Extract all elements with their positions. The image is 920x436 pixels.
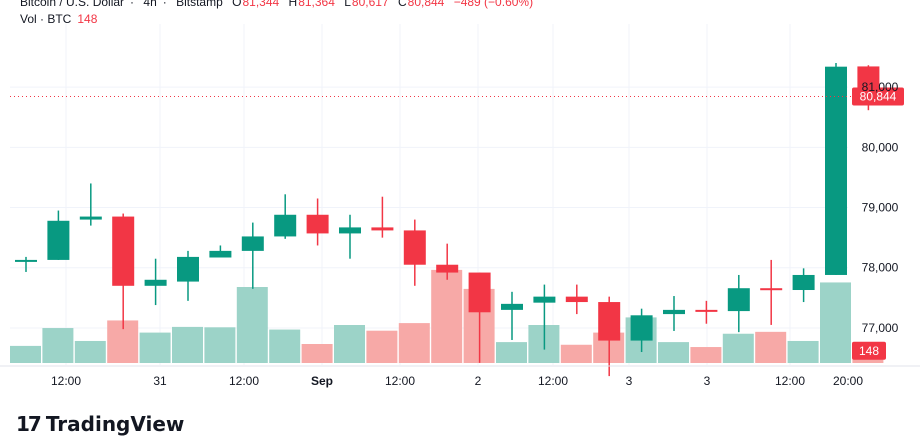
last-price-badge-bg: [852, 87, 904, 106]
candle-body: [209, 250, 232, 258]
y-tick-label: 81,000: [862, 80, 899, 94]
candle-body: [533, 296, 556, 303]
candle-body: [501, 303, 523, 310]
volume-bar: [690, 347, 722, 363]
close-key: C: [397, 0, 407, 9]
candle-body: [47, 220, 70, 260]
candle-body: [177, 256, 199, 282]
x-tick-label: 31: [153, 374, 167, 388]
volume-label: Vol · BTC: [20, 12, 72, 26]
x-tick-label: 12:00: [385, 374, 415, 388]
candle-body: [403, 230, 426, 265]
open-key: O: [232, 0, 242, 9]
x-tick-label: 2: [475, 374, 482, 388]
close-value: 80,844: [407, 0, 445, 9]
candle-body: [241, 236, 264, 251]
last-volume-badge-bg: [852, 341, 886, 360]
symbol-header: Bitcoin / U.S. Dollar · 4h · Bitstamp O81,…: [20, 0, 539, 10]
candle-body: [274, 214, 297, 237]
volume-bar: [204, 327, 236, 363]
tradingview-logo-text: TradingView: [45, 412, 185, 436]
x-tick-label: 12:00: [538, 374, 568, 388]
tradingview-logo-icon: 17: [16, 412, 42, 436]
x-tick-label: 12:00: [775, 374, 805, 388]
y-tick-label: 77,000: [862, 321, 899, 335]
volume-bar: [334, 325, 365, 363]
last-volume-badge: 148: [852, 341, 886, 360]
low-key: L: [344, 0, 351, 9]
volume-bar: [10, 345, 41, 363]
candle-body: [760, 288, 783, 291]
volume-bar: [269, 329, 301, 363]
x-tick-label: 12:00: [229, 374, 259, 388]
candle-body: [79, 216, 102, 220]
volume-bar: [42, 328, 74, 363]
high-value: 81,364: [298, 0, 335, 9]
candle-body: [339, 227, 361, 234]
high-key: H: [288, 0, 298, 9]
candle-body: [468, 272, 491, 313]
volume-bar: [301, 344, 333, 363]
volume-legend: Vol · BTC 148: [20, 11, 97, 27]
volume-bar: [74, 340, 106, 363]
volume-bar: [755, 331, 787, 363]
candle-body: [695, 309, 718, 312]
open-value: 81,344: [242, 0, 280, 9]
candle-body: [630, 315, 653, 341]
candle-body: [565, 296, 588, 303]
volume-bar: [139, 332, 171, 363]
volume-bar: [722, 333, 754, 363]
price-chart[interactable]: 80,844 148 77,000 78,000 79,000 80,000 81,000…: [0, 0, 920, 425]
tradingview-logo: 17 TradingView: [16, 412, 184, 436]
y-tick-label: 80,000: [862, 140, 899, 154]
candle-body: [727, 288, 750, 312]
x-tick-label: 20:00: [833, 374, 863, 388]
low-value: 80,617: [351, 0, 389, 9]
y-tick-label: 79,000: [862, 201, 899, 215]
volume-bar: [366, 330, 398, 363]
last-volume-label: 148: [859, 344, 879, 358]
volume-bar: [658, 342, 689, 363]
exchange-label: Bitstamp: [176, 0, 223, 9]
volume-bar: [787, 340, 819, 363]
candle-body: [792, 274, 815, 291]
candle-body: [663, 309, 685, 315]
volume-bar: [398, 323, 430, 363]
x-tick-label: 12:00: [51, 374, 81, 388]
symbol-name[interactable]: Bitcoin / U.S. Dollar: [20, 0, 125, 9]
volume-bar: [560, 344, 592, 363]
volume-bar: [820, 282, 851, 363]
candle-body: [144, 279, 167, 286]
interval-label[interactable]: 4h: [143, 0, 157, 9]
candle-body: [598, 302, 621, 341]
volume-bar: [236, 287, 268, 363]
volume-bar: [496, 342, 527, 363]
candle-body: [112, 216, 135, 286]
volume-value: 148: [77, 12, 98, 26]
candle-body: [15, 259, 37, 262]
candle-body: [825, 66, 847, 275]
last-price-label: 80,844: [860, 90, 897, 104]
candle-body: [306, 214, 329, 234]
change-value: −489 (−0.60%): [453, 0, 534, 9]
y-tick-label: 78,000: [862, 261, 899, 275]
x-tick-label: Sep: [311, 374, 333, 388]
x-tick-label: 3: [626, 374, 633, 388]
candle-body: [371, 227, 394, 231]
volume-bar: [431, 269, 463, 363]
candle-body: [436, 264, 459, 273]
last-price-badge: 80,844: [852, 87, 904, 106]
x-tick-label: 3: [704, 374, 711, 388]
volume-bar: [172, 326, 203, 363]
